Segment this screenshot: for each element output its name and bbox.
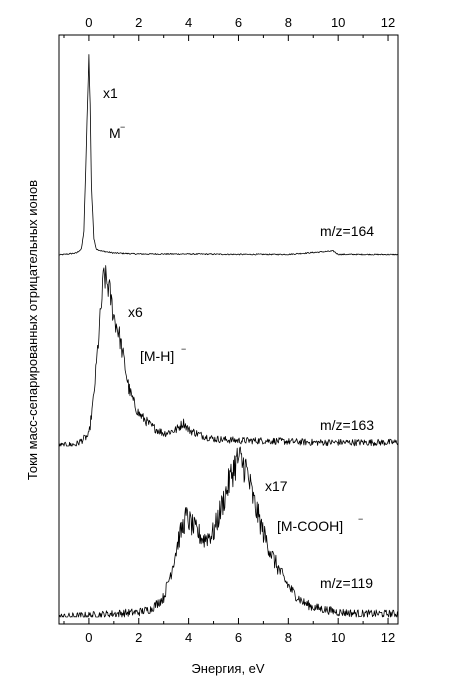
ion-label-m: M: [109, 125, 121, 141]
mz-label-119: m/z=119: [320, 575, 373, 591]
trace-mz-164: [58, 54, 399, 256]
plot-frame: [58, 34, 399, 625]
bottom-tick-label: 10: [331, 630, 345, 645]
top-tick-labels: 0 2 4 6 8 10 12: [85, 15, 395, 30]
mz-label-164: m/z=164: [320, 223, 374, 239]
top-tick-label: 4: [185, 15, 192, 30]
multiplier-label-x1: x1: [103, 85, 118, 101]
y-axis-title: Токи масс-сепарированных отрицательных и…: [25, 180, 40, 480]
bottom-tick-label: 12: [381, 630, 395, 645]
top-tick-label: 8: [285, 15, 292, 30]
ion-label-m-cooh-charge: −: [358, 514, 363, 524]
ion-label-m-cooh: [M-COOH]: [277, 518, 343, 534]
bottom-tick-label: 8: [285, 630, 292, 645]
bottom-tick-label: 2: [135, 630, 142, 645]
spectrum-traces: [58, 54, 399, 618]
ion-label-m-h-charge: −: [181, 344, 186, 354]
top-tick-label: 12: [381, 15, 395, 30]
bottom-tick-labels: 0 2 4 6 8 10 12: [85, 630, 395, 645]
multiplier-label-x6: x6: [128, 304, 143, 320]
bottom-tick-label: 6: [235, 630, 242, 645]
bottom-tick-label: 4: [185, 630, 192, 645]
top-tick-label: 0: [85, 15, 92, 30]
x-axis-title: Энергия, eV: [191, 661, 264, 676]
multiplier-label-x17: x17: [265, 478, 288, 494]
axis-ticks: [63, 35, 389, 624]
trace-mz-163: [58, 265, 399, 447]
top-tick-label: 6: [235, 15, 242, 30]
top-tick-label: 10: [331, 15, 345, 30]
bottom-tick-label: 0: [85, 630, 92, 645]
top-tick-label: 2: [135, 15, 142, 30]
trace-mz-119: [58, 446, 399, 618]
mz-label-163: m/z=163: [320, 417, 374, 433]
ion-label-m-charge: −: [120, 122, 125, 132]
ion-label-m-h: [M-H]: [140, 348, 174, 364]
